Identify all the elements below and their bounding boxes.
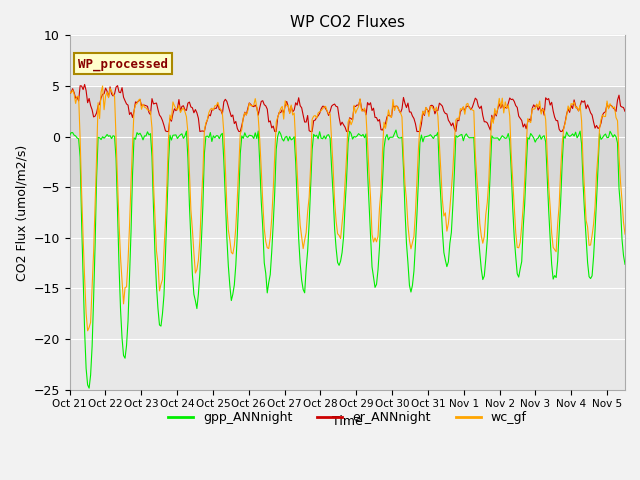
wc_gf — [621, 231, 629, 237]
er_ANNnight — [612, 108, 620, 114]
er_ANNnight — [81, 82, 88, 87]
Line: gpp_ANNnight: gpp_ANNnight — [70, 130, 625, 388]
X-axis label: Time: Time — [332, 415, 363, 428]
Y-axis label: CO2 Flux (umol/m2/s): CO2 Flux (umol/m2/s) — [15, 144, 28, 281]
wc_gf — [476, 221, 484, 227]
wc_gf — [84, 328, 92, 334]
er_ANNnight — [159, 118, 166, 123]
wc_gf — [612, 115, 620, 120]
gpp_ANNnight — [392, 127, 400, 133]
Line: er_ANNnight: er_ANNnight — [70, 84, 625, 132]
gpp_ANNnight — [159, 311, 166, 317]
wc_gf — [66, 88, 74, 94]
wc_gf — [160, 248, 168, 253]
er_ANNnight — [138, 103, 145, 108]
gpp_ANNnight — [138, 133, 145, 139]
er_ANNnight — [256, 105, 264, 110]
gpp_ANNnight — [350, 133, 358, 139]
Legend: gpp_ANNnight, er_ANNnight, wc_gf: gpp_ANNnight, er_ANNnight, wc_gf — [163, 407, 532, 430]
gpp_ANNnight — [476, 250, 484, 255]
wc_gf — [139, 101, 147, 107]
er_ANNnight — [352, 104, 360, 109]
er_ANNnight — [476, 106, 484, 111]
wc_gf — [99, 83, 106, 89]
gpp_ANNnight — [612, 134, 620, 140]
er_ANNnight — [163, 129, 171, 134]
Text: WP_processed: WP_processed — [78, 57, 168, 71]
Bar — [70, 86, 625, 187]
gpp_ANNnight — [66, 132, 74, 138]
Line: wc_gf: wc_gf — [70, 86, 625, 331]
gpp_ANNnight — [621, 262, 629, 267]
gpp_ANNnight — [255, 128, 262, 134]
gpp_ANNnight — [85, 385, 93, 391]
Title: WP CO2 Fluxes: WP CO2 Fluxes — [290, 15, 405, 30]
wc_gf — [256, 137, 264, 143]
er_ANNnight — [66, 90, 74, 96]
er_ANNnight — [621, 108, 629, 114]
wc_gf — [352, 110, 360, 116]
